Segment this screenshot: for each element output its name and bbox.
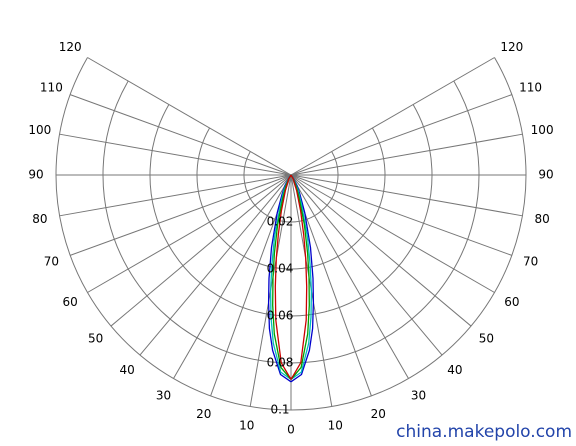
angle-label: 30 [411,388,426,402]
grid-ray [59,133,292,176]
angle-label: 20 [371,407,386,421]
intensity-curve [274,174,292,380]
grid-ray [290,174,472,327]
angle-label: 40 [447,363,462,377]
angle-label: 10 [328,419,343,433]
grid-ray [87,57,292,176]
grid-ray [110,174,292,327]
angle-label: 110 [40,80,63,94]
angle-label: 40 [119,363,134,377]
grid-ray [290,174,512,256]
r-tick-label: 0.06 [267,309,294,323]
angle-label: 60 [63,295,78,309]
r-tick-label: 0.04 [267,262,294,276]
grid-ray [290,94,512,176]
grid-ray [290,174,443,356]
angle-label: 80 [534,212,549,226]
angle-label: 0 [287,423,295,437]
grid-ray [59,174,292,217]
grid-ray [290,133,523,176]
angle-label: 50 [479,331,494,345]
grid-ray [139,174,292,356]
angle-label: 60 [504,295,519,309]
r-tick-label: 0.08 [267,356,294,370]
angle-label: 10 [239,419,254,433]
angle-label: 50 [88,331,103,345]
grid-ray [290,174,495,293]
angle-label: 120 [500,40,523,54]
grid-ray [70,174,292,256]
angle-label: 100 [28,123,51,137]
angle-label: 30 [156,388,171,402]
angle-label: 100 [531,123,554,137]
r-tick-label: 0.02 [267,215,294,229]
grid-ray [290,174,523,217]
watermark: china.makepolo.com [396,422,572,442]
angle-label: 90 [538,168,553,182]
r-tick-label: 0.1 [270,403,289,417]
grid-ray [87,174,292,293]
angle-label: 90 [28,168,43,182]
grid-ray [290,57,495,176]
angle-label: 70 [523,255,538,269]
angle-label: 110 [519,80,542,94]
angle-label: 20 [196,407,211,421]
angle-label: 80 [32,212,47,226]
grid-ray [290,174,409,379]
grid-ray [173,174,292,379]
grid-ray [70,94,292,176]
angle-label: 70 [44,255,59,269]
intensity-curve [290,174,308,380]
angle-label: 120 [59,40,82,54]
